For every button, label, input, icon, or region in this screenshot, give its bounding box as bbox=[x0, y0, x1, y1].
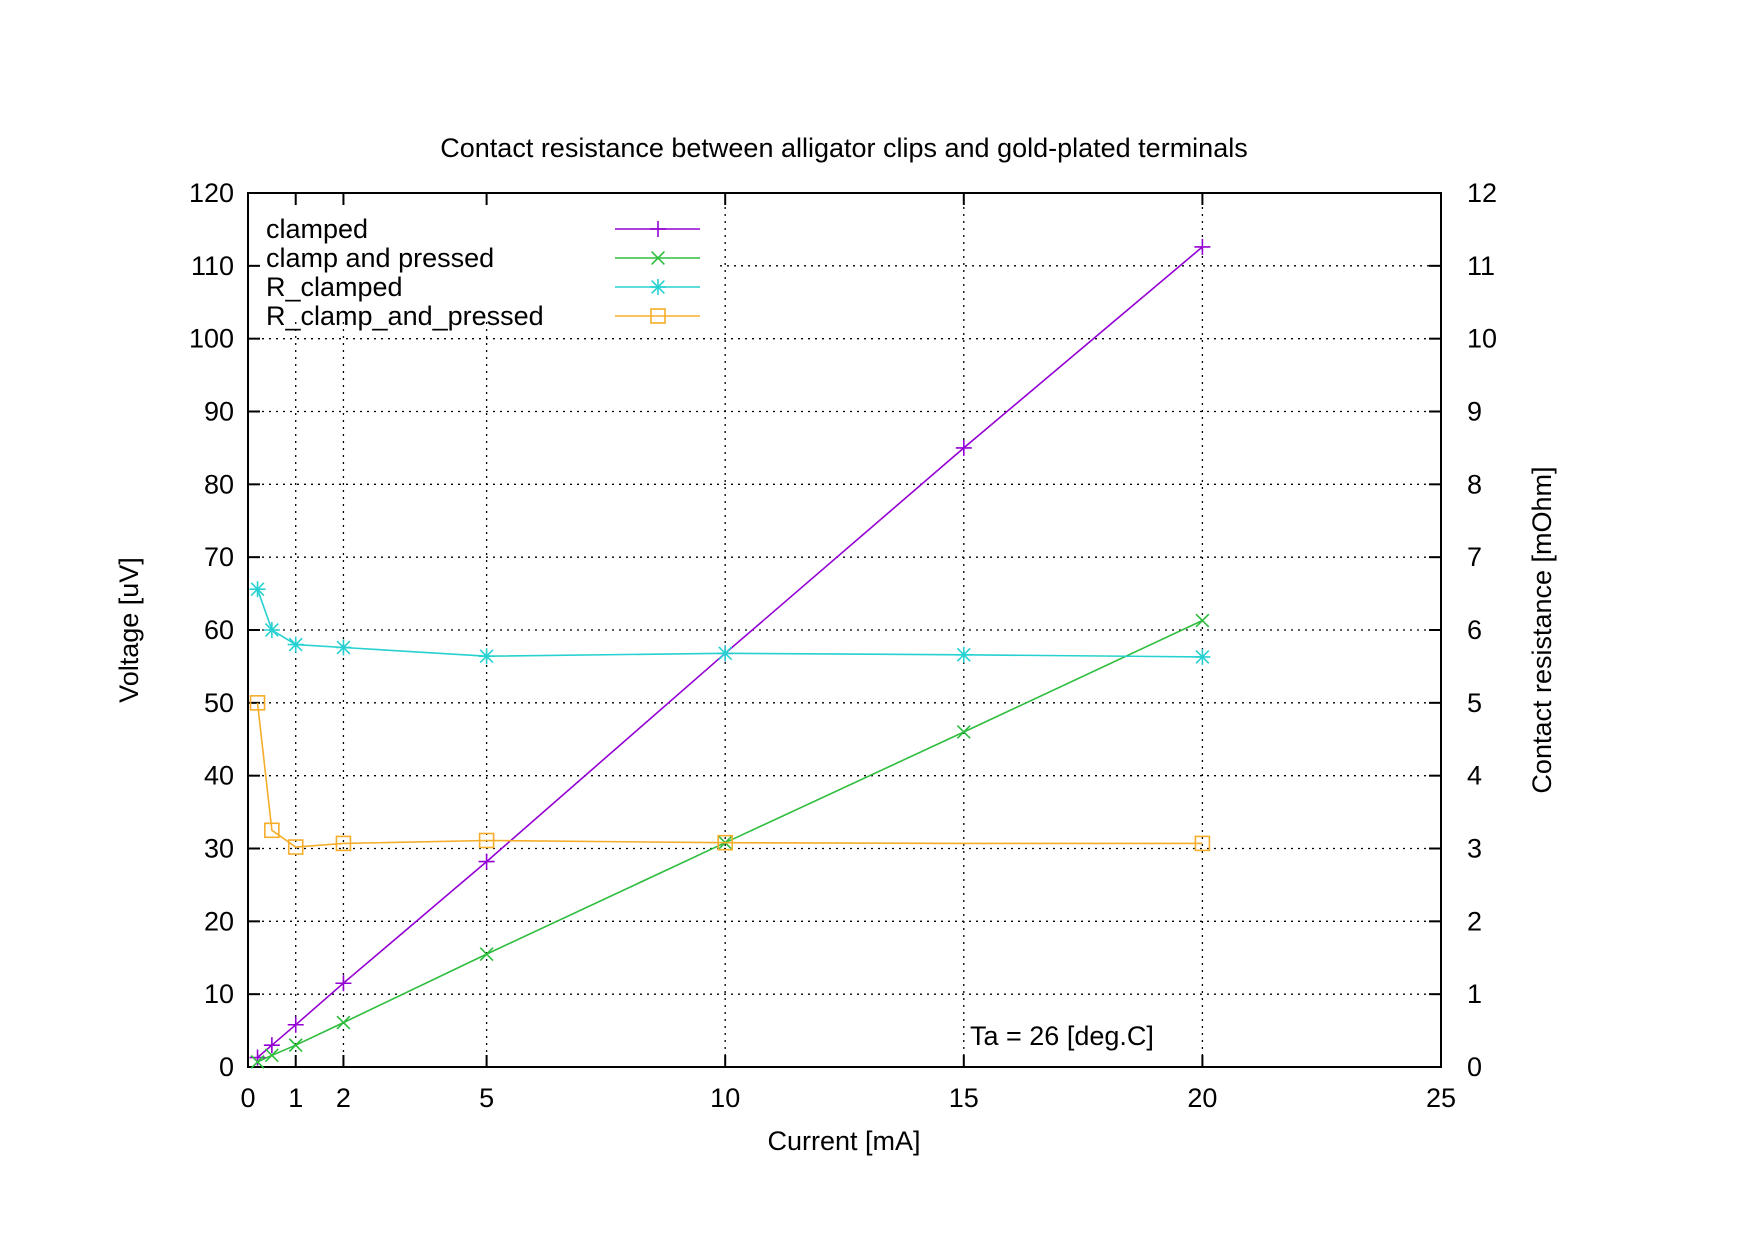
data-point bbox=[956, 725, 971, 739]
y-tick-label: 30 bbox=[204, 834, 234, 864]
legend-label: clamp and pressed bbox=[266, 243, 494, 273]
y2-tick-label: 11 bbox=[1467, 251, 1495, 281]
x-tick-label: 10 bbox=[710, 1083, 740, 1113]
x-tick-label: 2 bbox=[336, 1083, 351, 1113]
series-clamped bbox=[249, 238, 1211, 1066]
series-r-clamped bbox=[249, 581, 1211, 665]
y-tick-label: 80 bbox=[204, 469, 234, 499]
y-tick-label: 40 bbox=[204, 761, 234, 791]
x-tick-label: 20 bbox=[1187, 1083, 1217, 1113]
y-axis-label: Voltage [uV] bbox=[114, 557, 144, 703]
y2-tick-label: 8 bbox=[1467, 469, 1482, 499]
series-line bbox=[256, 246, 1203, 1059]
y-tick-label: 50 bbox=[204, 688, 234, 718]
data-point bbox=[478, 832, 495, 849]
data-point bbox=[287, 1016, 304, 1033]
y-tick-label: 70 bbox=[204, 542, 234, 572]
data-point bbox=[335, 639, 352, 656]
y2-tick-label: 0 bbox=[1467, 1052, 1482, 1082]
series-clamp-and-pressed bbox=[250, 613, 1210, 1069]
y2-axis-label: Contact resistance [mOhm] bbox=[1527, 466, 1557, 793]
legend-item: clamp and pressed bbox=[266, 243, 700, 273]
y-tick-label: 10 bbox=[204, 979, 234, 1009]
data-point bbox=[250, 1054, 265, 1069]
y2-tick-label: 3 bbox=[1467, 834, 1482, 864]
y2-tick-label: 10 bbox=[1467, 324, 1497, 354]
data-point bbox=[955, 439, 972, 456]
data-point bbox=[1194, 238, 1211, 255]
axis-ticks bbox=[247, 192, 1442, 1068]
y2-tick-label: 12 bbox=[1467, 178, 1497, 208]
y-tick-label: 60 bbox=[204, 615, 234, 645]
x-tick-label: 15 bbox=[949, 1083, 979, 1113]
legend-label: R_clamped bbox=[266, 272, 403, 302]
data-point bbox=[336, 1015, 351, 1030]
data-point bbox=[249, 581, 266, 598]
data-point bbox=[263, 1037, 280, 1054]
y-tick-label: 100 bbox=[189, 324, 234, 354]
data-point bbox=[335, 975, 352, 992]
legend-item: R_clamped bbox=[266, 272, 700, 302]
x-tick-label: 5 bbox=[479, 1083, 494, 1113]
y2-tick-label: 7 bbox=[1467, 542, 1482, 572]
legend-marker bbox=[650, 279, 666, 295]
y2-tick-label: 4 bbox=[1467, 761, 1482, 791]
legend-marker bbox=[650, 221, 666, 237]
data-point bbox=[287, 839, 304, 855]
y2-tick-label: 5 bbox=[1467, 688, 1482, 718]
tick-labels: 0 1 2 5 10 15 20 250102030405060708090100110120… bbox=[189, 178, 1497, 1113]
temperature-annotation: Ta = 26 [deg.C] bbox=[970, 1021, 1154, 1051]
data-point bbox=[264, 1048, 279, 1063]
data-point bbox=[1194, 648, 1211, 665]
data-point bbox=[478, 853, 495, 870]
series-r-clamp-and-pressed bbox=[249, 695, 1211, 855]
series-line bbox=[256, 588, 1203, 658]
series-line bbox=[257, 619, 1203, 1063]
data-point bbox=[249, 695, 266, 711]
data-point bbox=[955, 646, 972, 663]
y-tick-label: 0 bbox=[219, 1052, 234, 1082]
x-tick-label: 1 bbox=[288, 1083, 303, 1113]
x-tick-label: 0 bbox=[240, 1083, 255, 1113]
data-point bbox=[1194, 835, 1211, 852]
legend-item: clamped bbox=[266, 214, 700, 244]
y-tick-label: 110 bbox=[191, 251, 234, 281]
series bbox=[249, 238, 1211, 1069]
y2-tick-label: 9 bbox=[1467, 397, 1482, 427]
legend-marker bbox=[651, 251, 665, 265]
y2-tick-label: 2 bbox=[1467, 906, 1482, 936]
data-point bbox=[335, 835, 352, 852]
legend-label: R_clamp_and_pressed bbox=[266, 301, 544, 331]
data-point bbox=[717, 834, 734, 851]
y2-tick-label: 6 bbox=[1467, 615, 1482, 645]
grid bbox=[248, 193, 1441, 1067]
legend-item: R_clamp_and_pressed bbox=[266, 301, 700, 331]
y-tick-label: 20 bbox=[204, 906, 234, 936]
data-point bbox=[478, 648, 495, 665]
y-tick-label: 120 bbox=[189, 178, 234, 208]
data-point bbox=[1195, 613, 1210, 628]
chart-title: Contact resistance between alligator cli… bbox=[440, 133, 1247, 163]
data-point bbox=[263, 622, 280, 638]
data-point bbox=[288, 1038, 303, 1053]
legend-marker bbox=[650, 308, 666, 324]
x-axis-label: Current [mA] bbox=[767, 1126, 920, 1156]
data-point bbox=[264, 822, 280, 839]
legend-label: clamped bbox=[266, 214, 368, 244]
data-point bbox=[717, 645, 734, 662]
y2-tick-label: 1 bbox=[1467, 979, 1482, 1009]
x-tick-label: 25 bbox=[1426, 1083, 1456, 1113]
series-line bbox=[256, 702, 1203, 848]
data-point bbox=[479, 947, 494, 962]
y-tick-label: 90 bbox=[204, 397, 234, 427]
data-point bbox=[287, 636, 304, 653]
